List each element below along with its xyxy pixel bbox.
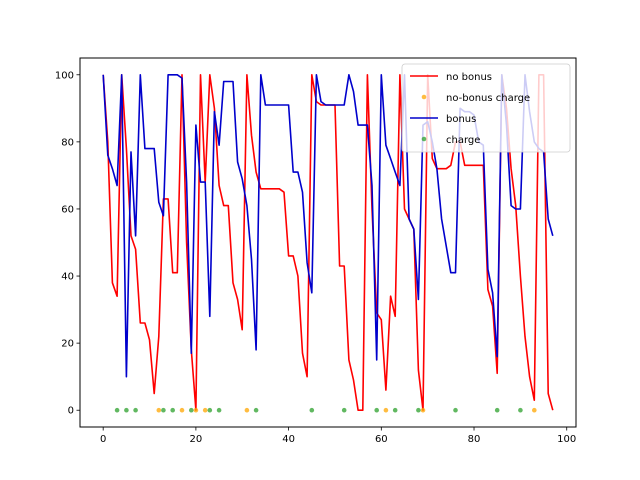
point-charge: [216, 407, 222, 413]
legend-label-charge: charge: [446, 135, 480, 146]
point-no-bonus-charge: [156, 407, 162, 413]
point-charge: [124, 407, 129, 413]
legend-label-no-bonus: no bonus: [446, 72, 492, 83]
point-charge: [161, 407, 166, 413]
legend-box: [401, 63, 571, 153]
point-charge: [518, 407, 523, 413]
point-charge: [133, 407, 138, 413]
point-charge: [253, 407, 259, 413]
x-tick-label: 40: [282, 434, 295, 445]
point-charge: [416, 407, 421, 413]
y-tick-label: 20: [61, 339, 74, 350]
point-no-bonus-charge: [383, 407, 389, 413]
point-charge: [392, 407, 398, 413]
x-tick-label: 0: [100, 434, 106, 445]
y-tick-label: 40: [61, 272, 74, 283]
point-charge: [170, 407, 175, 413]
point-charge: [114, 407, 120, 413]
point-charge: [453, 407, 458, 413]
y-tick-label: 100: [55, 70, 74, 81]
y-tick-label: 60: [61, 204, 74, 215]
y-tick-label: 0: [68, 406, 74, 417]
legend-swatch-no-bonus-charge: [421, 94, 427, 100]
point-charge: [374, 407, 380, 413]
legend: no bonus no-bonus charge bonus charge: [401, 63, 571, 153]
point-no-bonus-charge: [532, 407, 537, 413]
point-no-bonus-charge: [244, 407, 250, 413]
point-charge: [207, 407, 213, 413]
point-charge: [494, 407, 500, 413]
x-tick-label: 20: [190, 434, 203, 445]
x-axis: 0 20 40 60 80 100: [100, 427, 576, 445]
point-no-bonus-charge: [179, 407, 185, 413]
point-no-bonus-charge: [420, 407, 426, 413]
x-tick-label: 80: [468, 434, 481, 445]
point-charge: [341, 407, 347, 413]
y-tick-label: 80: [61, 137, 74, 148]
point-charge: [189, 407, 194, 413]
legend-label-no-bonus-charge: no-bonus charge: [446, 93, 530, 104]
x-tick-label: 100: [557, 434, 576, 445]
point-no-bonus-charge: [202, 407, 208, 413]
y-axis: 0 20 40 60 80 100: [55, 70, 80, 417]
legend-label-bonus: bonus: [446, 114, 476, 125]
point-no-bonus-charge: [193, 407, 199, 413]
legend-swatch-charge: [421, 136, 427, 142]
point-charge: [309, 407, 315, 413]
x-tick-label: 60: [375, 434, 388, 445]
axes-frame: [79, 57, 577, 428]
